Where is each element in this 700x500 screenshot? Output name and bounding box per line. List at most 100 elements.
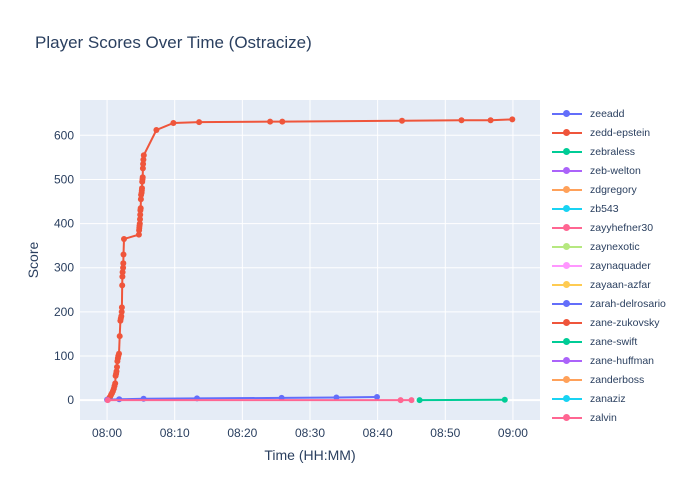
data-point [118, 308, 125, 315]
legend-item[interactable]: zane-swift [552, 332, 692, 351]
legend-label: zayyhefner30 [590, 221, 654, 234]
legend-item[interactable]: zarah-delrosario [552, 294, 692, 313]
series-layer [104, 116, 516, 404]
legend-label: zanderboss [590, 373, 645, 386]
y-tick-label: 200 [54, 305, 74, 319]
legend-item[interactable]: zb543 [552, 199, 692, 218]
legend-item[interactable]: zayyhefner30 [552, 218, 692, 237]
data-point [279, 118, 286, 125]
data-point [112, 380, 119, 387]
data-point [153, 127, 160, 133]
legend-item[interactable]: zdgregory [552, 180, 692, 199]
legend-marker-icon [552, 318, 582, 328]
legend-label: zedd-epstein [590, 126, 651, 139]
data-point [140, 156, 147, 163]
legend-marker-icon [552, 280, 582, 290]
legend-item[interactable]: zalvin [552, 408, 692, 422]
legend-item[interactable]: zanaziz [552, 389, 692, 408]
series-zebraless [416, 396, 508, 404]
y-tick-label: 100 [54, 349, 74, 363]
legend-item[interactable]: zeeadd [552, 104, 692, 123]
data-point [196, 119, 203, 126]
data-point [140, 152, 147, 159]
data-point [114, 364, 120, 370]
x-tick-label: 08:40 [363, 426, 393, 440]
y-tick-label: 0 [67, 393, 74, 407]
data-point [118, 304, 125, 311]
data-point [135, 231, 142, 238]
data-point [139, 165, 146, 172]
data-point [121, 236, 127, 242]
legend-item[interactable]: zedd-epstein [552, 123, 692, 142]
legend-item[interactable]: zeb-welton [552, 161, 692, 180]
data-point [120, 251, 127, 258]
legend-marker-icon [552, 109, 582, 119]
legend-marker-icon [552, 242, 582, 252]
y-tick-label: 400 [54, 217, 74, 231]
legend-label: zalvin [590, 411, 617, 423]
legend-item[interactable]: zaynaquader [552, 256, 692, 275]
data-point [140, 161, 147, 167]
legend-marker-icon [552, 413, 582, 423]
legend-item[interactable]: zane-huffman [552, 351, 692, 370]
legend-item[interactable]: zanderboss [552, 370, 692, 389]
legend-label: zarah-delrosario [590, 297, 666, 310]
data-point [104, 397, 111, 404]
data-point [139, 185, 145, 192]
data-point [120, 264, 127, 271]
legend-item[interactable]: zebraless [552, 142, 692, 161]
series-zayyhefner30 [104, 397, 415, 404]
legend: zeeadd zedd-epstein zebraless zeb-welton zdg… [552, 104, 692, 422]
legend-marker-icon [552, 147, 582, 157]
legend-marker-icon [552, 166, 582, 176]
data-point [509, 116, 516, 123]
legend-label: zaynaquader [590, 259, 651, 272]
data-point [137, 205, 144, 212]
data-point [333, 394, 340, 401]
x-tick-label: 08:30 [295, 426, 325, 440]
legend-label: zaynexotic [590, 240, 640, 253]
x-tick-label: 08:10 [160, 426, 190, 440]
data-point [458, 117, 465, 124]
legend-marker-icon [552, 299, 582, 309]
legend-item[interactable]: zane-zukovsky [552, 313, 692, 332]
legend-item[interactable]: zaynexotic [552, 237, 692, 256]
legend-item[interactable]: zayaan-azfar [552, 275, 692, 294]
legend-marker-icon [552, 356, 582, 366]
data-point [116, 333, 123, 340]
legend-label: zanaziz [590, 392, 626, 405]
data-point [116, 350, 122, 357]
legend-marker-icon [552, 375, 582, 385]
data-point [120, 260, 127, 267]
legend-label: zeb-welton [590, 164, 641, 177]
data-point [136, 220, 143, 227]
data-point [139, 174, 146, 181]
y-axis-title: Score [25, 242, 41, 279]
legend-marker-icon [552, 128, 582, 138]
data-point [399, 117, 405, 124]
data-point [137, 196, 144, 203]
data-point [119, 273, 126, 280]
data-point [267, 118, 274, 125]
data-point [118, 313, 125, 320]
data-point [137, 211, 144, 218]
y-tick-label: 300 [54, 261, 74, 275]
x-axis-title: Time (HH:MM) [264, 447, 355, 463]
legend-marker-icon [552, 337, 582, 347]
legend-label: zane-zukovsky [590, 316, 660, 329]
legend-label: zayaan-azfar [590, 278, 651, 291]
data-point [119, 282, 126, 289]
legend-label: zb543 [590, 202, 619, 215]
legend-label: zeeadd [590, 107, 625, 120]
legend-label: zdgregory [590, 183, 637, 196]
data-point [501, 396, 508, 403]
data-point [119, 269, 126, 276]
legend-label: zane-huffman [590, 354, 655, 367]
chart-title: Player Scores Over Time (Ostracize) [35, 33, 312, 52]
data-point [416, 397, 423, 404]
legend-marker-icon [552, 394, 582, 404]
legend-marker-icon [552, 204, 582, 214]
data-point [397, 397, 404, 404]
x-tick-label: 08:20 [227, 426, 257, 440]
